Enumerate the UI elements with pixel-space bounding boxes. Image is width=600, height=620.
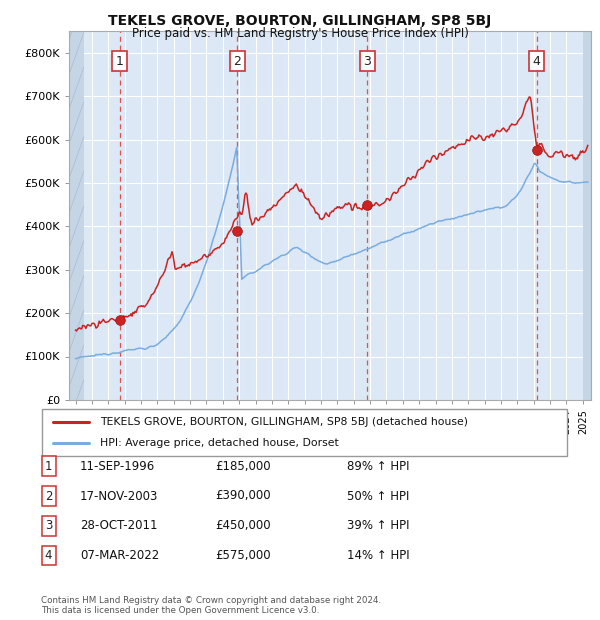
Text: 07-MAR-2022: 07-MAR-2022 <box>80 549 159 562</box>
Text: 2: 2 <box>45 490 52 502</box>
Text: £450,000: £450,000 <box>215 520 271 532</box>
Text: TEKELS GROVE, BOURTON, GILLINGHAM, SP8 5BJ: TEKELS GROVE, BOURTON, GILLINGHAM, SP8 5… <box>109 14 491 28</box>
FancyBboxPatch shape <box>42 409 567 456</box>
Text: £185,000: £185,000 <box>215 460 271 472</box>
Text: 1: 1 <box>116 55 124 68</box>
Text: 89% ↑ HPI: 89% ↑ HPI <box>347 460 409 472</box>
Text: 1: 1 <box>45 460 52 472</box>
Text: 2: 2 <box>233 55 241 68</box>
Text: 50% ↑ HPI: 50% ↑ HPI <box>347 490 409 502</box>
Text: 39% ↑ HPI: 39% ↑ HPI <box>347 520 409 532</box>
Text: £575,000: £575,000 <box>215 549 271 562</box>
Text: Contains HM Land Registry data © Crown copyright and database right 2024.
This d: Contains HM Land Registry data © Crown c… <box>41 596 381 615</box>
Text: 14% ↑ HPI: 14% ↑ HPI <box>347 549 409 562</box>
Text: 17-NOV-2003: 17-NOV-2003 <box>80 490 158 502</box>
Bar <box>69 31 84 400</box>
Text: 28-OCT-2011: 28-OCT-2011 <box>80 520 157 532</box>
Text: 4: 4 <box>533 55 541 68</box>
Text: Price paid vs. HM Land Registry's House Price Index (HPI): Price paid vs. HM Land Registry's House … <box>131 27 469 40</box>
Text: 3: 3 <box>363 55 371 68</box>
Text: HPI: Average price, detached house, Dorset: HPI: Average price, detached house, Dors… <box>100 438 338 448</box>
Bar <box>583 31 591 400</box>
Text: 11-SEP-1996: 11-SEP-1996 <box>80 460 155 472</box>
Text: TEKELS GROVE, BOURTON, GILLINGHAM, SP8 5BJ (detached house): TEKELS GROVE, BOURTON, GILLINGHAM, SP8 5… <box>100 417 468 427</box>
Text: 4: 4 <box>45 549 52 562</box>
Text: £390,000: £390,000 <box>215 490 271 502</box>
Text: 3: 3 <box>45 520 52 532</box>
